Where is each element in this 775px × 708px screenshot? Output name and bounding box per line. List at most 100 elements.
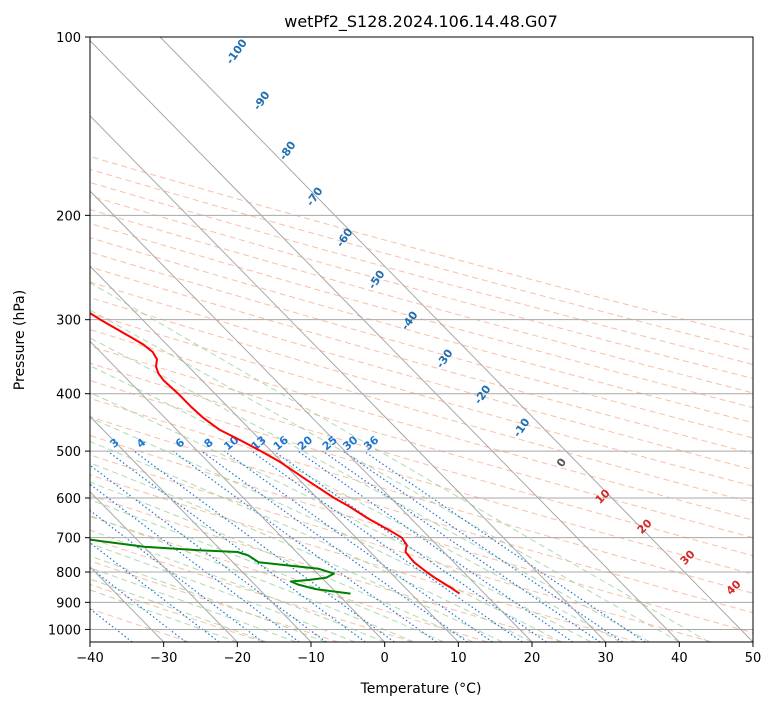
moist-adiabat <box>90 481 474 642</box>
dry-adiabat <box>90 474 638 642</box>
sounding-series <box>90 311 461 595</box>
y-tick-label: 800 <box>56 566 81 581</box>
moist-adiabat-label: -100 <box>223 36 250 66</box>
x-axis-label: Temperature (°C) <box>360 681 482 697</box>
mixing-ratio-label: 20 <box>295 433 315 453</box>
moist-adiabat <box>90 529 385 642</box>
moist-adiabat <box>90 392 592 642</box>
dry-adiabat <box>90 181 753 365</box>
x-tick-label: −20 <box>224 651 251 666</box>
dry-adiabat <box>90 345 753 539</box>
moist-adiabat <box>90 567 297 642</box>
moist-adiabat-label: -40 <box>399 309 421 333</box>
dry-adiabat <box>90 222 753 409</box>
isotherm <box>90 115 607 642</box>
dry-adiabat <box>90 297 753 487</box>
moist-adiabat-label: -50 <box>366 268 388 292</box>
y-tick-label: 600 <box>56 492 81 507</box>
dry-adiabat-label: 20 <box>635 516 655 536</box>
mixing-ratio-line <box>363 450 646 642</box>
mixing-ratio-line <box>322 450 601 642</box>
isotherm <box>90 190 533 642</box>
dry-adiabat <box>90 434 753 634</box>
dry-adiabat <box>90 397 753 594</box>
isotherm <box>90 490 238 642</box>
moist-adiabat-label: -90 <box>251 89 273 113</box>
moist-adiabat-label: -70 <box>304 185 326 209</box>
mixing-ratio-line <box>297 450 574 642</box>
x-tick-label: −10 <box>297 651 324 666</box>
x-tick-label: 10 <box>450 651 467 666</box>
isotherm <box>159 37 753 642</box>
isotherm <box>90 340 386 642</box>
dry-adiabat <box>90 494 563 642</box>
x-tick-label: −40 <box>76 651 103 666</box>
dry-adiabat <box>90 362 753 557</box>
x-tick-label: 0 <box>381 651 389 666</box>
dewpoint-line <box>90 538 351 595</box>
moist-adiabat <box>90 282 710 642</box>
dry-adiabat <box>90 608 189 642</box>
moist-adiabat <box>90 515 415 642</box>
plot-frame <box>89 36 754 643</box>
x-tick-label: 50 <box>745 651 762 666</box>
isotherm <box>90 39 680 642</box>
dry-adiabat-label: 30 <box>678 547 698 567</box>
dry-adiabat <box>90 168 753 352</box>
mixing-ratio-line <box>90 541 220 642</box>
mixing-ratio-label: 8 <box>202 436 216 451</box>
moist-adiabat <box>90 555 326 642</box>
chart-title: wetPf2_S128.2024.106.14.48.G07 <box>284 12 558 32</box>
moist-adiabat <box>90 542 356 642</box>
y-tick-label: 200 <box>56 209 81 224</box>
dry-adiabat <box>90 454 712 642</box>
mixing-ratio-label: 16 <box>271 433 291 453</box>
y-tick-label: 500 <box>56 445 81 460</box>
x-tick-label: −30 <box>150 651 177 666</box>
moist-adiabat <box>90 578 267 642</box>
y-tick-label: 900 <box>56 596 81 611</box>
x-tick-label: 40 <box>671 651 688 666</box>
y-tick-label: 100 <box>56 31 81 46</box>
dry-adiabat <box>90 516 488 642</box>
isotherm <box>90 415 312 642</box>
dry-adiabat <box>90 379 753 575</box>
mixing-ratio-label: 3 <box>107 436 121 451</box>
dry-adiabat <box>90 195 753 380</box>
moist-adiabat-label: -60 <box>334 226 356 250</box>
dry-adiabat <box>90 208 753 394</box>
isotherms <box>90 37 753 642</box>
dry-adiabat <box>90 266 753 455</box>
dry-adiabat <box>90 281 753 471</box>
y-tick-label: 700 <box>56 532 81 547</box>
dry-adiabats <box>90 155 753 642</box>
moist-adiabat-label: -30 <box>434 347 456 371</box>
x-tick-label: 30 <box>597 651 614 666</box>
moist-adiabat-label: 0 <box>554 456 569 470</box>
mixing-ratio-line <box>90 464 327 642</box>
dry-adiabat <box>90 329 753 521</box>
moist-adiabat <box>90 309 680 642</box>
dry-adiabat <box>90 312 753 504</box>
dry-adiabat <box>90 251 753 439</box>
x-ticks: −40 −30 −20 −10 0 10 20 30 40 50 <box>76 642 761 666</box>
mixing-ratio-line <box>90 483 300 642</box>
isobars <box>90 37 753 630</box>
mixing-ratio-line <box>107 450 366 642</box>
mixing-ratio-line <box>133 450 395 642</box>
mixing-ratio-line <box>201 450 468 642</box>
x-tick-label: 20 <box>524 651 541 666</box>
moist-adiabat-label: -10 <box>511 416 533 440</box>
moist-adiabat <box>90 417 562 642</box>
moist-adiabat <box>90 337 651 642</box>
y-axis-label: Pressure (hPa) <box>12 290 28 390</box>
mixing-ratio-line <box>251 450 523 642</box>
moist-adiabats <box>90 282 710 642</box>
mixing-ratio-line <box>223 450 493 642</box>
moist-adiabat-label: -20 <box>472 383 494 407</box>
y-tick-label: 400 <box>56 388 81 403</box>
dry-adiabat-label: 40 <box>724 577 744 597</box>
mixing-ratio-label: 1 <box>13 436 27 451</box>
dry-adiabat <box>90 237 753 424</box>
